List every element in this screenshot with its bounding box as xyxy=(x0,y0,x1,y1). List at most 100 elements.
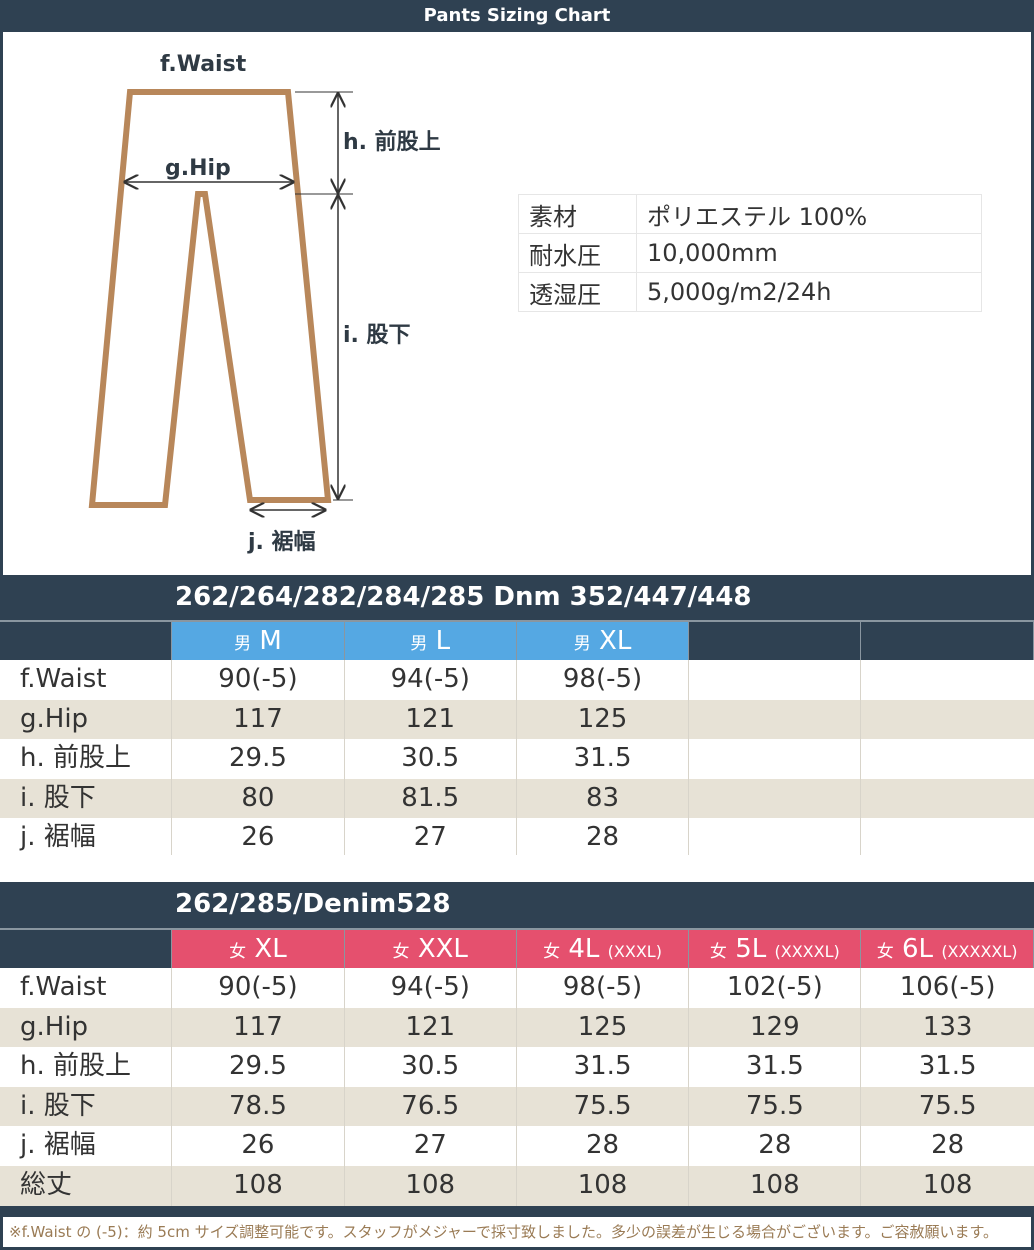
value-cell: 108 xyxy=(172,1165,345,1206)
size-header: 男 XL xyxy=(516,622,690,660)
value-cell xyxy=(861,818,1033,858)
size-label: XL xyxy=(254,934,287,964)
row-label: g.Hip xyxy=(0,699,173,740)
value-cell xyxy=(861,660,1033,700)
size-alt: (XXXL) xyxy=(607,942,662,961)
rise-label: h. 前股上 xyxy=(343,130,441,155)
row-label: 総丈 xyxy=(0,1165,173,1206)
value-cell: 75.5 xyxy=(918,1090,977,1121)
hip-label: g.Hip xyxy=(165,156,231,181)
inseam-label: i. 股下 xyxy=(343,323,411,348)
gender-label: 男 xyxy=(234,634,252,654)
size-label: 5L xyxy=(735,934,767,964)
size-label: L xyxy=(435,626,451,656)
value-cell: 26 xyxy=(172,1126,345,1166)
size-header: 女 5L (XXXXL) xyxy=(689,930,862,968)
value-cell: 78.5 xyxy=(172,1086,345,1127)
size-header: 女 4L (XXXL) xyxy=(516,930,690,968)
table-row: g.Hip 117 121 125 xyxy=(0,699,1034,740)
row-label: j. 裾幅 xyxy=(0,818,173,858)
value-cell: 83 xyxy=(517,778,690,819)
gender-label: 女 xyxy=(876,942,894,962)
gender-label: 女 xyxy=(543,942,561,962)
table-row: h. 前股上 29.5 30.5 31.5 31.5 31.5 xyxy=(0,1047,1034,1087)
women-size-table: 女 XL 女 XXL 女 4L (XXXL) 女 5L (XXXXL) 女 6L (… xyxy=(0,928,1034,1206)
value-cell: 28 xyxy=(517,818,690,858)
value-cell xyxy=(861,700,1033,740)
row-label: h. 前股上 xyxy=(0,739,173,779)
pants-outline-icon xyxy=(88,89,353,575)
value-cell: 81.5 xyxy=(345,778,517,819)
spec-row: 透湿圧 5,000g/m2/24h xyxy=(518,272,982,312)
page-title: Pants Sizing Chart xyxy=(423,5,611,26)
row-label: g.Hip xyxy=(0,1007,173,1048)
value-cell: 31.5 xyxy=(517,1047,690,1087)
value-cell: 28 xyxy=(931,1130,965,1161)
size-label: 4L xyxy=(568,934,600,964)
table-row: i. 股下 80 81.5 83 xyxy=(0,778,1034,819)
table-row: f.Waist 90(-5) 94(-5) 98(-5) xyxy=(0,660,1034,700)
table-row: j. 裾幅 26 27 28 28 28 xyxy=(0,1126,1034,1166)
header-cell xyxy=(689,622,862,660)
value-cell: 80 xyxy=(172,778,345,819)
value-cell: 27 xyxy=(345,818,517,858)
value-cell: 102(-5) xyxy=(689,968,862,1008)
row-label: f.Waist xyxy=(0,660,173,700)
gender-label: 男 xyxy=(573,634,591,654)
value-cell: 75.5 xyxy=(689,1086,862,1127)
size-header: 男 L xyxy=(344,622,517,660)
hem-label: j. 裾幅 xyxy=(248,530,316,555)
spec-label: 耐水圧 xyxy=(518,233,637,273)
size-header: 男 M xyxy=(172,622,345,660)
value-cell: 125 xyxy=(517,1007,690,1048)
row-label: i. 股下 xyxy=(0,1086,173,1127)
spec-row: 素材 ポリエステル 100% xyxy=(518,194,982,234)
header-cell xyxy=(0,622,173,660)
value-cell: 31.5 xyxy=(918,1051,977,1082)
value-cell: 30.5 xyxy=(345,1047,517,1087)
value-cell: 75.5 xyxy=(517,1086,690,1127)
spec-value: 10,000mm xyxy=(636,233,982,273)
value-cell xyxy=(861,739,1033,779)
size-alt: (XXXXXL) xyxy=(941,942,1018,961)
spec-label: 透湿圧 xyxy=(518,272,637,312)
table-row: i. 股下 78.5 76.5 75.5 75.5 75.5 xyxy=(0,1086,1034,1127)
value-cell xyxy=(689,660,862,700)
value-cell: 29.5 xyxy=(172,1047,345,1087)
row-label: h. 前股上 xyxy=(0,1047,173,1087)
size-label: XXL xyxy=(417,934,468,964)
value-cell: 27 xyxy=(345,1126,517,1166)
value-cell: 108 xyxy=(922,1169,973,1200)
header-cell xyxy=(0,930,173,968)
value-cell: 121 xyxy=(345,1007,517,1048)
value-cell xyxy=(689,699,862,740)
table-row: h. 前股上 29.5 30.5 31.5 xyxy=(0,739,1034,779)
size-header: 女 6L (XXXXXL) xyxy=(861,930,1034,968)
value-cell: 117 xyxy=(172,1007,345,1048)
value-cell: 106(-5) xyxy=(899,972,996,1002)
header-cell xyxy=(861,622,1034,660)
value-cell: 90(-5) xyxy=(172,968,345,1008)
spec-value: ポリエステル 100% xyxy=(636,194,982,234)
size-label: M xyxy=(259,626,282,656)
value-cell: 108 xyxy=(345,1165,517,1206)
value-cell: 28 xyxy=(689,1126,862,1166)
size-label: XL xyxy=(599,626,632,656)
value-cell: 94(-5) xyxy=(345,968,517,1008)
value-cell: 121 xyxy=(345,699,517,740)
value-cell: 31.5 xyxy=(689,1047,862,1087)
gender-label: 女 xyxy=(709,942,727,962)
table-row: 総丈 108 108 108 108 108 xyxy=(0,1165,1034,1206)
size-header: 女 XXL xyxy=(344,930,517,968)
value-cell: 94(-5) xyxy=(345,660,517,700)
size-alt: (XXXXL) xyxy=(774,942,840,961)
value-cell: 108 xyxy=(689,1165,862,1206)
value-cell: 125 xyxy=(517,699,690,740)
spec-value: 5,000g/m2/24h xyxy=(636,272,982,312)
table-row: g.Hip 117 121 125 129 133 xyxy=(0,1007,1034,1048)
footer-note: ※f.Waist の (-5)：約 5cm サイズ調整可能です。スタッフがメジャ… xyxy=(3,1217,1031,1247)
value-cell xyxy=(689,818,862,858)
value-cell: 90(-5) xyxy=(172,660,345,700)
spec-row: 耐水圧 10,000mm xyxy=(518,233,982,273)
value-cell: 29.5 xyxy=(172,739,345,779)
